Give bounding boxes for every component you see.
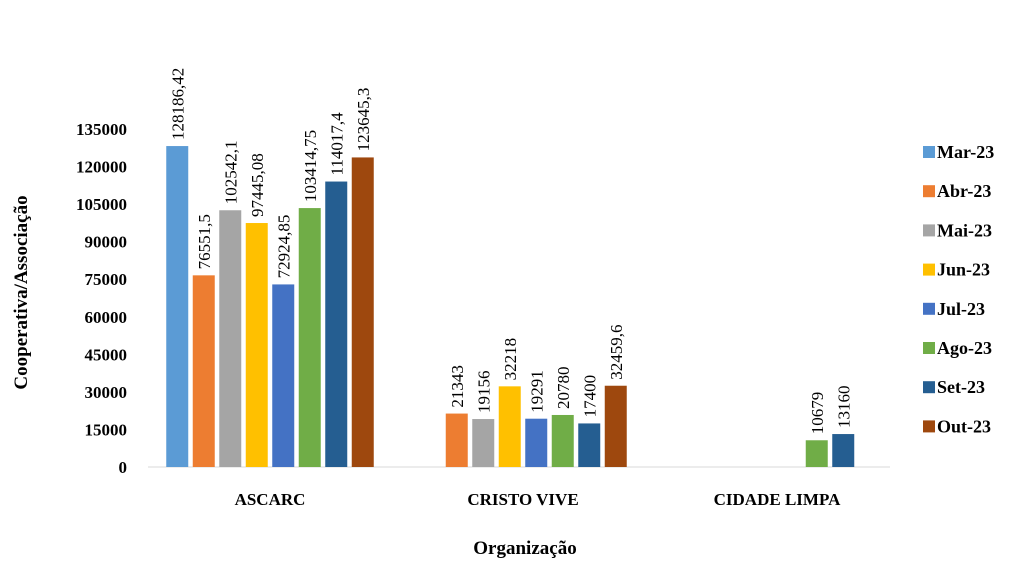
data-label: 123645,3 (354, 88, 373, 152)
legend-swatch (923, 381, 935, 394)
data-label: 32218 (501, 338, 520, 381)
data-label: 103414,75 (301, 130, 320, 202)
legend-swatch (923, 224, 935, 237)
legend-label: Out-23 (937, 416, 991, 436)
data-label: 32459,6 (607, 324, 626, 379)
data-label: 114017,4 (327, 112, 346, 176)
legend: Mar-23 Abr-23 Mai-23 Jun-23 Jul-23 Ago-23 Set-… (923, 142, 994, 436)
legend-swatch (923, 420, 935, 433)
data-label: 19291 (527, 370, 546, 413)
bar-ago-23-cristo-vive (551, 414, 574, 467)
bar-set-23-ascarc (325, 181, 348, 467)
bar-jul-23-ascarc (272, 284, 295, 467)
y-tick-label: 135000 (76, 120, 127, 139)
data-label: 19156 (474, 371, 493, 414)
bar-jun-23-ascarc (245, 223, 268, 467)
y-tick-label: 45000 (85, 345, 128, 364)
bar-abr-23-cristo-vive (445, 413, 468, 467)
data-label: 76551,5 (195, 214, 214, 269)
bar-set-23-cidade-limpa (832, 434, 855, 467)
legend-swatch (923, 263, 935, 276)
bar-ago-23-ascarc (298, 208, 321, 467)
data-label: 20780 (554, 366, 573, 409)
bar-mar-23-ascarc (166, 146, 189, 467)
legend-label: Jul-23 (937, 299, 985, 319)
legend-label: Ago-23 (937, 338, 992, 358)
y-tick-label: 90000 (85, 233, 128, 252)
legend-label: Mai-23 (937, 220, 992, 240)
y-tick-label: 105000 (76, 195, 127, 214)
x-axis-title: Organização (473, 538, 576, 559)
bar-ago-23-cidade-limpa (805, 440, 828, 467)
category-label: CIDADE LIMPA (714, 490, 841, 509)
data-label: 128186,42 (168, 68, 187, 140)
bars-group (166, 146, 855, 468)
legend-swatch (923, 146, 935, 158)
category-label: CRISTO VIVE (467, 490, 578, 509)
bar-mai-23-cristo-vive (472, 419, 495, 467)
y-tick-label: 0 (119, 458, 128, 477)
bar-jul-23-cristo-vive (525, 418, 548, 467)
data-label: 72924,85 (274, 215, 293, 279)
category-labels: ASCARC CRISTO VIVE CIDADE LIMPA (235, 490, 841, 509)
bar-set-23-cristo-vive (578, 423, 601, 467)
bar-out-23-ascarc (351, 157, 374, 467)
legend-label: Set-23 (937, 377, 985, 397)
bar-mai-23-ascarc (219, 210, 242, 468)
y-tick-label: 75000 (85, 270, 128, 289)
y-tick-label: 120000 (76, 158, 127, 177)
y-tick-label: 15000 (85, 420, 128, 439)
data-label: 17400 (580, 375, 599, 418)
category-label: ASCARC (235, 490, 306, 509)
bar-jun-23-cristo-vive (498, 386, 521, 467)
legend-label: Jun-23 (937, 260, 990, 280)
y-tick-label: 30000 (85, 383, 128, 402)
legend-swatch (923, 342, 935, 354)
y-axis-ticks: 0 15000 30000 45000 60000 75000 90000 105000 120… (76, 120, 127, 477)
legend-swatch (923, 185, 935, 198)
legend-label: Abr-23 (937, 181, 991, 201)
bar-out-23-cristo-vive (604, 385, 627, 467)
data-label: 13160 (834, 386, 853, 429)
data-label: 97445,08 (248, 153, 267, 217)
data-label: 102542,1 (221, 141, 240, 205)
y-axis-title: Cooperativa/Associação (11, 195, 32, 389)
legend-label: Mar-23 (937, 142, 994, 162)
y-tick-label: 60000 (85, 308, 128, 327)
bar-abr-23-ascarc (192, 275, 215, 467)
data-labels-group: 128186,42 76551,5 21343 102542,1 19156 97445,… (168, 68, 853, 434)
legend-swatch (923, 302, 935, 315)
data-label: 21343 (448, 365, 467, 408)
data-label: 10679 (808, 392, 827, 435)
